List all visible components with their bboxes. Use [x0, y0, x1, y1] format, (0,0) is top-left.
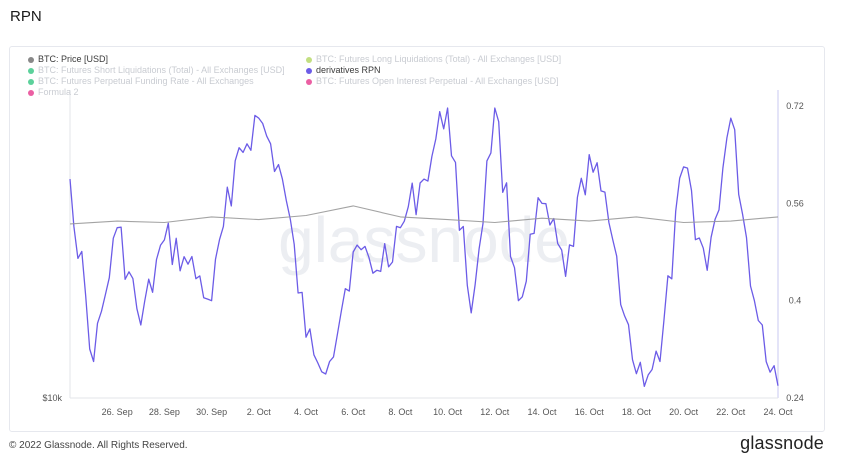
footer-brand-logo[interactable]: glassnode — [740, 433, 824, 453]
legend-item[interactable]: BTC: Futures Short Liquidations (Total) … — [28, 65, 285, 76]
x-tick-label: 26. Sep — [102, 407, 133, 417]
legend-label: BTC: Futures Short Liquidations (Total) … — [38, 65, 285, 75]
legend-label: derivatives RPN — [316, 65, 381, 75]
watermark-text: glassnode — [278, 204, 570, 276]
series-line — [69, 107, 779, 388]
x-tick-label: 18. Oct — [622, 407, 652, 417]
x-tick-label: 16. Oct — [575, 407, 605, 417]
right-tick-label: 0.4 — [789, 296, 802, 306]
legend-swatch — [306, 67, 312, 74]
legend-swatch — [28, 56, 34, 63]
x-tick-label: 12. Oct — [480, 407, 510, 417]
x-tick-label: 22. Oct — [716, 407, 746, 417]
x-tick-label: 10. Oct — [433, 407, 463, 417]
right-tick-label: 0.24 — [786, 393, 804, 403]
legend-swatch — [28, 78, 34, 85]
left-tick-label: $10k — [42, 393, 62, 403]
series-line — [69, 205, 779, 225]
legend-item[interactable]: BTC: Futures Open Interest Perpetual - A… — [306, 76, 559, 87]
legend-item[interactable]: BTC: Futures Perpetual Funding Rate - Al… — [28, 76, 254, 87]
legend-label: BTC: Futures Perpetual Funding Rate - Al… — [38, 76, 254, 86]
x-tick-label: 6. Oct — [341, 407, 366, 417]
x-tick-label: 28. Sep — [149, 407, 180, 417]
chart-legend: BTC: Price [USD] BTC: Futures Long Liquid… — [28, 54, 608, 98]
legend-label: BTC: Futures Long Liquidations (Total) -… — [316, 54, 562, 64]
legend-swatch — [28, 89, 34, 96]
right-tick-label: 0.72 — [786, 101, 804, 111]
legend-label: BTC: Price [USD] — [38, 54, 109, 64]
legend-item[interactable]: Formula 2 — [28, 87, 79, 98]
page-title: RPN — [10, 8, 42, 25]
legend-swatch — [306, 56, 312, 63]
x-tick-label: 14. Oct — [527, 407, 557, 417]
x-tick-label: 20. Oct — [669, 407, 699, 417]
legend-label: Formula 2 — [38, 87, 79, 97]
footer-copyright: © 2022 Glassnode. All Rights Reserved. — [9, 440, 188, 451]
legend-swatch — [306, 78, 312, 85]
x-tick-label: 30. Sep — [196, 407, 227, 417]
legend-item[interactable]: BTC: Price [USD] — [28, 54, 108, 65]
x-tick-label: 4. Oct — [294, 407, 319, 417]
x-tick-label: 24. Oct — [763, 407, 793, 417]
chart-card — [9, 46, 825, 432]
right-tick-label: 0.56 — [786, 198, 804, 208]
legend-swatch — [28, 67, 34, 74]
legend-label: BTC: Futures Open Interest Perpetual - A… — [316, 76, 559, 86]
x-tick-label: 2. Oct — [247, 407, 272, 417]
x-tick-label: 8. Oct — [388, 407, 413, 417]
legend-item[interactable]: derivatives RPN — [306, 65, 381, 76]
legend-item[interactable]: BTC: Futures Long Liquidations (Total) -… — [306, 54, 561, 65]
